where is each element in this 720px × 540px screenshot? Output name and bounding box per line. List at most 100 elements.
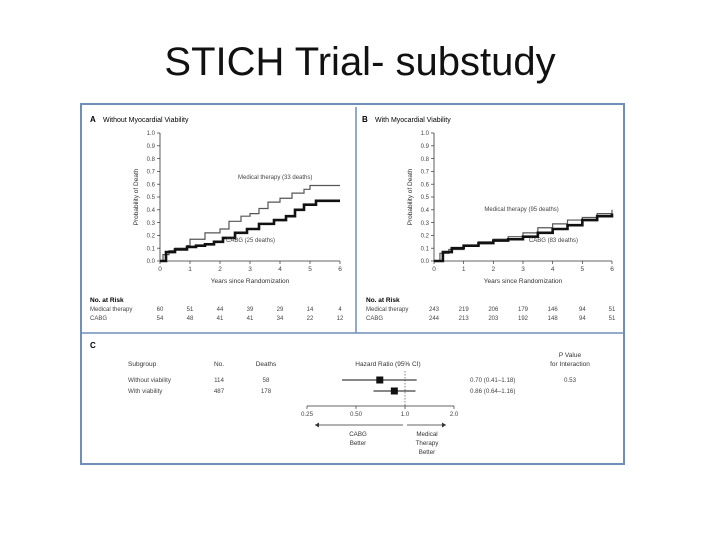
series-label-medical-therapy: Medical therapy (95 deaths) (484, 207, 558, 213)
forest-row-hr: 0.86 (0.64–1.16) (470, 388, 515, 395)
panel-c-letter: C (90, 341, 96, 350)
y-tick-label: 0.1 (421, 246, 430, 252)
forest-point (376, 376, 384, 384)
slide-title: STICH Trial- substudy (164, 40, 556, 84)
favors-medical-label: Better (419, 449, 436, 456)
km-curve-cabg (434, 213, 614, 263)
forest-row-subgroup: With viability (128, 388, 163, 395)
favors-right-arrowhead (442, 422, 446, 428)
favors-medical-label: Medical (416, 431, 437, 438)
risk-cell: 206 (488, 307, 499, 313)
x-tick-label: 4 (278, 266, 282, 273)
km-curve-cabg (160, 199, 340, 263)
y-tick-label: 0.4 (147, 208, 156, 214)
forest-x-tick-label: 2.0 (450, 411, 459, 418)
risk-cell: 12 (337, 316, 344, 322)
x-tick-label: 0 (158, 266, 162, 273)
y-tick-label: 0.8 (147, 157, 156, 163)
x-tick-label: 5 (308, 266, 312, 273)
forest-header: P Value (559, 352, 582, 359)
y-tick-label: 0.7 (421, 170, 430, 176)
favors-left-arrowhead (315, 422, 319, 428)
risk-cell: 44 (217, 307, 224, 313)
y-tick-label: 0.5 (147, 195, 156, 201)
x-tick-label: 1 (188, 266, 192, 273)
y-tick-label: 0.6 (147, 182, 156, 188)
panel-b-title: With Myocardial Viability (375, 117, 451, 124)
risk-cell: 22 (307, 316, 314, 322)
forest-row-hr: 0.70 (0.41–1.18) (470, 377, 515, 384)
x-tick-label: 4 (551, 266, 555, 273)
y-tick-label: 0.6 (421, 182, 430, 188)
risk-cell: 244 (429, 316, 440, 322)
y-tick-label: 0.8 (421, 157, 430, 163)
panel-b-letter: B (362, 115, 368, 124)
forest-row-n: 487 (214, 388, 225, 395)
risk-cell: 51 (609, 307, 616, 313)
risk-cell: 48 (187, 316, 194, 322)
risk-row-label: Medical therapy (90, 307, 132, 313)
risk-cell: 34 (277, 316, 284, 322)
x-tick-label: 5 (581, 266, 585, 273)
x-axis-label: Years since Randomization (484, 278, 563, 285)
favors-medical-label: Therapy (416, 440, 440, 447)
risk-cell: 219 (459, 307, 470, 313)
forest-row-n: 114 (214, 377, 224, 384)
risk-cell: 54 (157, 316, 164, 322)
y-tick-label: 0.3 (421, 221, 430, 227)
y-tick-label: 0.9 (421, 144, 430, 150)
risk-cell: 192 (518, 316, 529, 322)
y-tick-label: 0.5 (421, 195, 430, 201)
figure-panel: A Without Myocardial Viability B With My… (80, 103, 625, 465)
risk-cell: 41 (247, 316, 254, 322)
forest-x-tick-label: 1.0 (401, 411, 410, 418)
risk-cell: 148 (548, 316, 559, 322)
x-tick-label: 2 (492, 266, 496, 273)
risk-cell: 213 (459, 316, 470, 322)
forest-header: Subgroup (128, 361, 157, 368)
favors-cabg-label: Better (350, 440, 367, 447)
x-axis-label: Years since Randomization (211, 278, 290, 285)
y-tick-label: 0.3 (147, 221, 156, 227)
panel-a-letter: A (90, 115, 96, 124)
forest-header: Deaths (256, 361, 277, 368)
x-tick-label: 2 (218, 266, 222, 273)
x-tick-label: 1 (462, 266, 466, 273)
y-tick-label: 1.0 (421, 131, 430, 137)
forest-row-deaths: 178 (261, 388, 272, 395)
forest-header: for Interaction (550, 361, 590, 368)
forest-row-deaths: 58 (263, 377, 270, 384)
risk-cell: 41 (217, 316, 224, 322)
risk-cell: 203 (488, 316, 499, 322)
risk-table-heading: No. at Risk (366, 297, 400, 304)
y-tick-label: 0.9 (147, 144, 156, 150)
risk-cell: 29 (277, 307, 284, 313)
y-tick-label: 0.1 (147, 246, 156, 252)
risk-cell: 51 (609, 316, 616, 322)
series-label-medical-therapy: Medical therapy (33 deaths) (238, 175, 312, 181)
favors-cabg-label: CABG (349, 431, 367, 438)
risk-row-label: CABG (366, 316, 383, 322)
risk-cell: 243 (429, 307, 440, 313)
forest-x-tick-label: 0.25 (301, 411, 314, 418)
forest-row-subgroup: Without viability (128, 377, 172, 384)
figure-canvas: A Without Myocardial Viability B With My… (82, 107, 623, 456)
risk-cell: 94 (579, 307, 586, 313)
risk-row-label: Medical therapy (366, 307, 408, 313)
y-axis-label: Probability of Death (407, 168, 414, 225)
series-label-cabg: CABG (25 deaths) (226, 238, 275, 244)
risk-cell: 179 (518, 307, 529, 313)
x-tick-label: 6 (338, 266, 342, 273)
km-chart-without-viability: 0.0 0.1 0.2 0.3 0.4 0.5 0.6 0.7 0.8 0.9 1.0 0 1 2 3 4 5 6… (133, 131, 342, 285)
risk-cell: 51 (187, 307, 194, 313)
y-axis-label: Probability of Death (133, 168, 140, 225)
km-chart-with-viability: 0.0 0.1 0.2 0.3 0.4 0.5 0.6 0.7 0.8 0.9 1.0 0 1 2 3 4 5 6… (407, 131, 614, 285)
risk-cell: 146 (548, 307, 559, 313)
forest-header: No. (214, 361, 224, 368)
forest-plot: Subgroup No. Deaths Hazard Ratio (95% CI) P … (128, 352, 590, 456)
forest-header: Hazard Ratio (95% CI) (355, 361, 420, 368)
y-tick-label: 0.0 (421, 259, 430, 265)
y-tick-label: 0.0 (147, 259, 156, 265)
x-tick-label: 0 (432, 266, 436, 273)
y-tick-label: 0.2 (421, 234, 430, 240)
